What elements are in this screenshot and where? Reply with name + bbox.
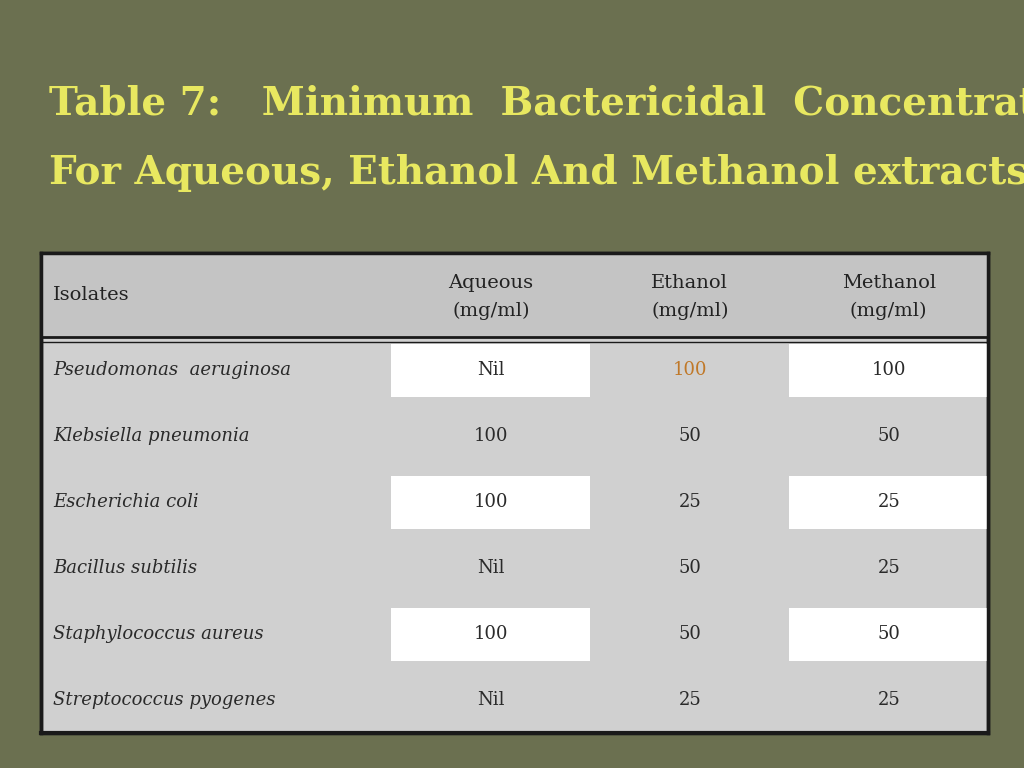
Text: 25: 25 (878, 559, 900, 578)
Text: Methanol: Methanol (842, 274, 936, 292)
Text: 25: 25 (679, 493, 701, 511)
Text: 100: 100 (474, 428, 508, 445)
Text: 50: 50 (878, 428, 900, 445)
Text: (mg/ml): (mg/ml) (453, 301, 529, 319)
Text: Isolates: Isolates (53, 286, 130, 304)
Bar (391, 607, 590, 661)
Text: Streptococcus pyogenes: Streptococcus pyogenes (53, 691, 275, 710)
Text: 25: 25 (878, 493, 900, 511)
Text: Table 7:   Minimum  Bactericidal  Concentration: Table 7: Minimum Bactericidal Concentrat… (49, 84, 1024, 123)
Text: 100: 100 (871, 362, 906, 379)
Text: Klebsiella pneumonia: Klebsiella pneumonia (53, 428, 250, 445)
Bar (391, 475, 590, 529)
Text: Nil: Nil (477, 362, 505, 379)
Text: 50: 50 (878, 625, 900, 644)
Text: (mg/ml): (mg/ml) (651, 301, 728, 319)
Text: Pseudomonas  aeruginosa: Pseudomonas aeruginosa (53, 362, 291, 379)
Text: 100: 100 (474, 625, 508, 644)
Text: Bacillus subtilis: Bacillus subtilis (53, 559, 198, 578)
Bar (391, 343, 590, 397)
Text: Ethanol: Ethanol (651, 274, 728, 292)
Text: Aqueous: Aqueous (449, 274, 534, 292)
Text: Escherichia coli: Escherichia coli (53, 493, 199, 511)
Bar (790, 475, 988, 529)
Text: 50: 50 (678, 559, 701, 578)
Text: 25: 25 (878, 691, 900, 710)
Text: Nil: Nil (477, 559, 505, 578)
Text: 50: 50 (678, 625, 701, 644)
Text: (mg/ml): (mg/ml) (850, 301, 928, 319)
Text: Nil: Nil (477, 691, 505, 710)
Text: 100: 100 (474, 493, 508, 511)
Bar (790, 607, 988, 661)
Text: 50: 50 (678, 428, 701, 445)
Bar (41, 253, 988, 337)
Text: 25: 25 (679, 691, 701, 710)
Text: For Aqueous, Ethanol And Methanol extracts: For Aqueous, Ethanol And Methanol extrac… (49, 154, 1024, 192)
Bar (790, 343, 988, 397)
Text: Staphylococcus aureus: Staphylococcus aureus (53, 625, 264, 644)
Bar (41, 253, 988, 733)
Text: 100: 100 (673, 362, 707, 379)
